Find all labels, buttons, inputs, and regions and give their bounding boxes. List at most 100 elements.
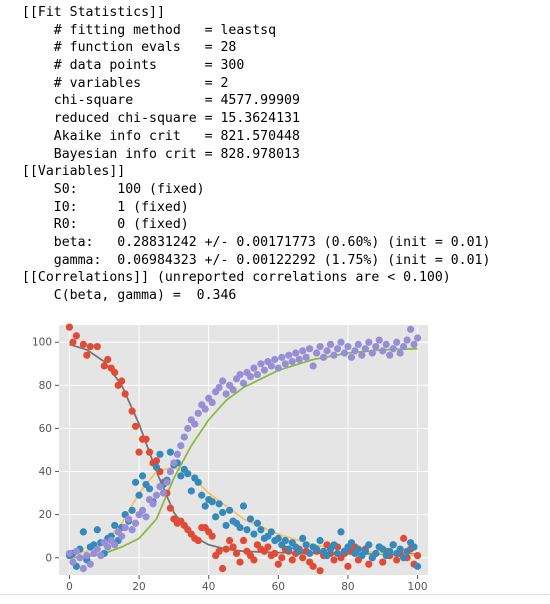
x-tick-label: 20 [132, 581, 145, 590]
i-data-point [177, 472, 185, 480]
s-data-point [316, 567, 324, 575]
r-data-point [152, 491, 161, 499]
r-data-point [65, 549, 74, 558]
s-data-point [142, 435, 150, 443]
s-data-point [278, 554, 286, 562]
r-data-point [403, 336, 411, 344]
output-line: # variables = 2 [22, 75, 229, 91]
i-data-point [389, 541, 397, 549]
r-data-point [138, 506, 147, 514]
r-data-point [239, 379, 248, 387]
i-data-point [198, 491, 206, 499]
i-data-point [372, 549, 380, 558]
i-data-point [299, 534, 307, 542]
r-data-point [396, 349, 404, 357]
r-data-point [93, 545, 101, 553]
y-tick-label: 80 [39, 380, 52, 392]
i-data-point [111, 521, 119, 530]
r-data-point [375, 336, 383, 344]
s-data-point [264, 543, 272, 551]
r-data-point [253, 370, 262, 379]
r-data-point [104, 543, 112, 551]
r-data-point [166, 467, 174, 476]
s-data-point [152, 457, 161, 465]
i-data-point [347, 539, 356, 547]
r-data-point [368, 349, 376, 357]
i-data-point [246, 515, 255, 523]
i-data-point [93, 526, 101, 534]
s-data-point [239, 536, 248, 545]
r-data-point [219, 377, 227, 385]
s-data-point [93, 342, 101, 351]
s-data-point [104, 355, 112, 364]
r-data-point [79, 564, 87, 573]
i-data-point [243, 526, 251, 534]
x-tick-label: 100 [408, 581, 428, 590]
r-data-point [222, 390, 230, 398]
x-tick-label: 0 [66, 581, 73, 590]
r-data-point [295, 355, 303, 364]
output-line: chi-square = 4577.99909 [22, 93, 300, 109]
i-data-point [295, 547, 303, 555]
s-data-point [400, 534, 408, 542]
i-data-point [225, 506, 234, 514]
r-data-point [365, 338, 373, 346]
i-data-point [413, 562, 422, 570]
i-data-point [386, 547, 394, 555]
r-data-point [309, 362, 317, 370]
i-data-point [379, 545, 387, 553]
r-data-point [173, 450, 181, 458]
r-data-point [302, 353, 310, 361]
r-data-point [156, 483, 164, 491]
s-data-point [72, 332, 81, 340]
output-line: [[Fit Statistics]] [22, 5, 165, 20]
r-data-point [299, 347, 307, 355]
r-data-point [354, 340, 362, 348]
output-line: # function evals = 28 [22, 40, 237, 56]
r-data-point [281, 360, 289, 368]
r-data-point [191, 420, 199, 428]
s-data-point [135, 448, 143, 456]
r-data-point [201, 405, 209, 413]
x-tick-label: 60 [272, 581, 285, 590]
r-data-point [215, 383, 223, 392]
r-data-point [372, 342, 380, 351]
s-data-point [299, 554, 307, 562]
s-data-point [118, 377, 126, 385]
r-data-point [319, 353, 328, 361]
i-data-point [400, 554, 408, 562]
i-data-point [396, 545, 404, 553]
i-data-point [274, 534, 282, 542]
r-data-point [208, 398, 216, 407]
r-data-point [406, 325, 415, 333]
s-data-point [219, 564, 227, 573]
r-data-point [184, 424, 192, 433]
r-data-point [159, 489, 168, 497]
i-data-point [365, 541, 373, 549]
s-data-point [225, 536, 234, 545]
i-data-point [212, 513, 220, 521]
s-data-point [236, 558, 244, 566]
r-data-point [382, 340, 390, 348]
x-tick-label: 80 [341, 581, 354, 590]
s-data-point [344, 562, 352, 570]
r-data-point [131, 519, 140, 527]
i-data-point [306, 549, 314, 558]
s-data-point [166, 504, 174, 512]
r-data-point [76, 554, 84, 562]
r-data-point [229, 386, 237, 394]
output-line: Bayesian info crit = 828.978013 [22, 146, 300, 162]
r-data-point [257, 360, 265, 368]
i-data-point [79, 528, 87, 536]
s-data-point [194, 536, 202, 545]
s-data-point [232, 549, 241, 558]
r-data-point [267, 362, 275, 370]
output-line: # data points = 300 [22, 58, 245, 74]
i-data-point [410, 543, 418, 551]
r-data-point [333, 345, 342, 353]
i-data-point [201, 502, 209, 510]
i-data-point [236, 523, 244, 532]
y-tick-label: 100 [32, 337, 52, 349]
output-line: R0: 0 (fixed) [22, 217, 189, 233]
r-data-point [278, 353, 286, 361]
